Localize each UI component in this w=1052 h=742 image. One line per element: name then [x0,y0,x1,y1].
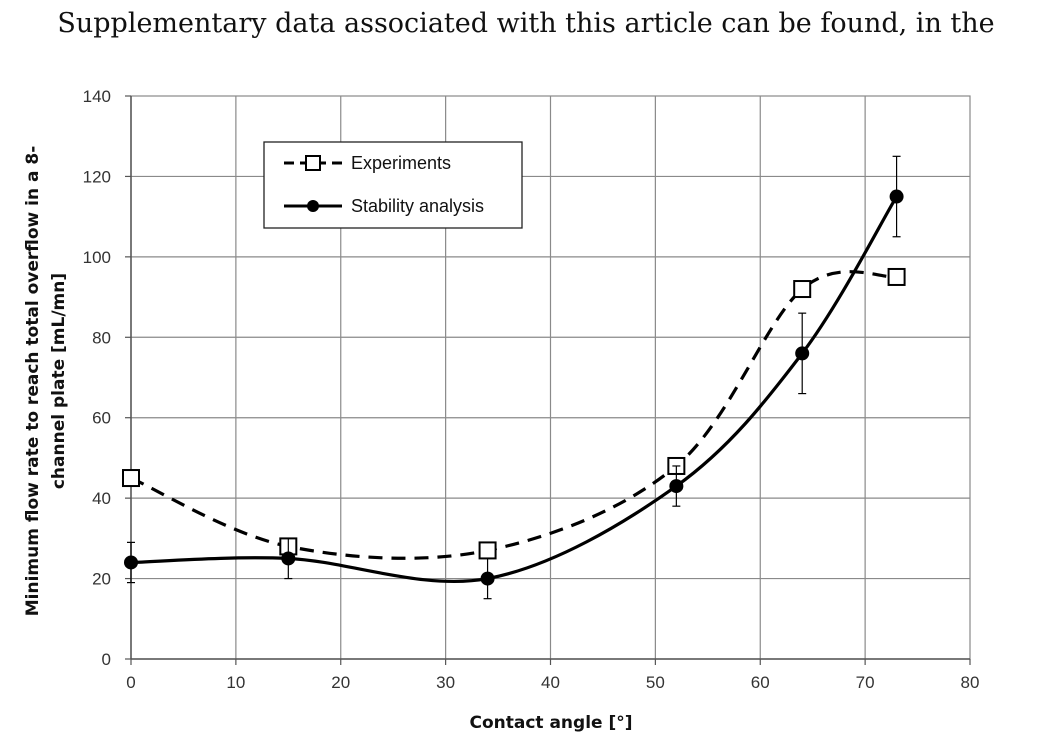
y-tick-label: 140 [83,87,111,106]
legend-stability-marker [307,200,319,212]
data-point-square [122,469,140,488]
data-point-circle [889,189,904,204]
chart-grid [130,95,971,660]
chart-series [122,155,906,600]
x-tick-label: 60 [751,673,770,692]
series-experiments [122,267,906,560]
data-point-circle [281,551,296,566]
legend-experiments-label: Experiments [351,153,451,173]
y-tick-label: 120 [83,167,111,186]
chart-axes [125,95,971,665]
x-tick-label: 70 [856,673,875,692]
series-line [130,270,897,560]
data-point-circle [795,346,810,361]
y-axis-title-line1: Minimum flow rate to reach total overflo… [23,146,43,617]
data-point-square [478,541,497,560]
x-tick-label: 40 [541,673,560,692]
x-tick-label: 50 [646,673,665,692]
data-point-circle [124,555,138,570]
series-stability-analysis [124,155,904,600]
legend-experiments-marker [305,155,321,171]
legend-stability-label: Stability analysis [351,196,484,216]
y-tick-label: 80 [92,328,111,347]
data-point-square [887,267,906,286]
y-tick-label: 20 [92,570,111,589]
x-tick-label: 30 [436,673,455,692]
x-axis-title: Contact angle [°] [469,713,632,733]
y-tick-label: 100 [83,248,111,267]
y-tick-labels: 0 20 40 60 80 100 120 140 [83,87,111,669]
data-point-circle [480,571,495,586]
y-axis-title-line2: channel plate [mL/mn] [49,273,69,489]
y-tick-label: 0 [102,650,111,669]
page-header-text: Supplementary data associated with this … [57,8,995,39]
data-point-circle [669,479,684,494]
x-tick-label: 0 [126,673,135,692]
x-tick-labels: 0 10 20 30 40 50 60 70 80 [126,673,979,692]
data-point-square [793,280,812,299]
x-tick-label: 10 [226,673,245,692]
legend: Experiments Stability analysis [263,141,523,229]
x-tick-label: 20 [331,673,350,692]
series-line [130,195,898,583]
y-tick-label: 60 [92,409,111,428]
x-tick-label: 80 [961,673,980,692]
y-tick-label: 40 [92,489,111,508]
